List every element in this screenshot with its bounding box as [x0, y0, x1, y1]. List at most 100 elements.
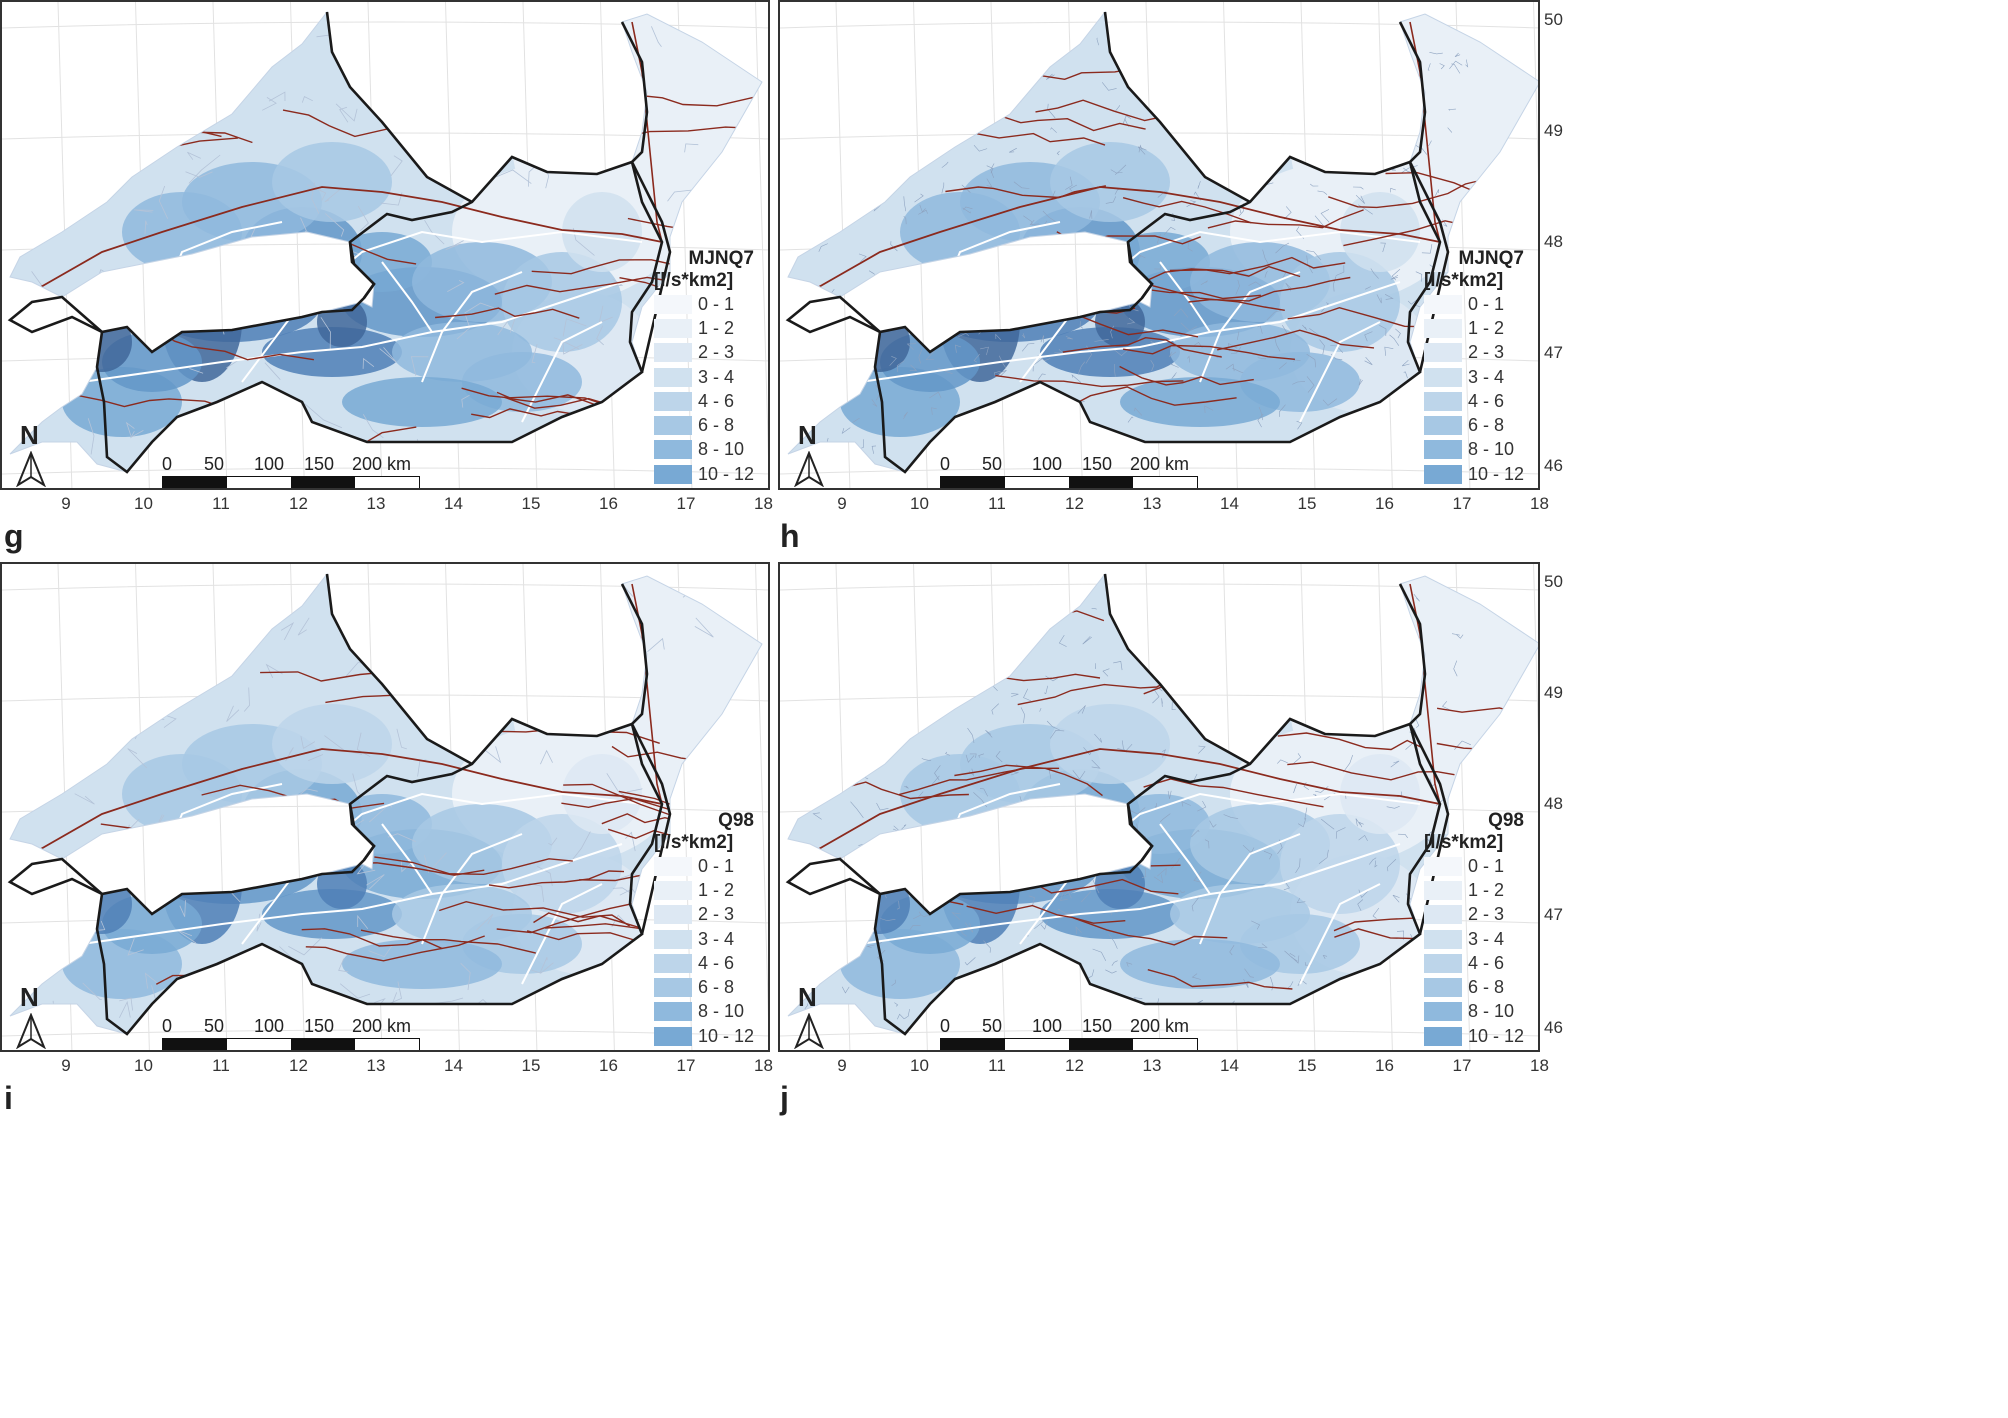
legend-label: 4 - 6: [697, 390, 734, 411]
subcatchment-boundary: [1152, 689, 1160, 704]
subcatchment-boundary: [262, 97, 277, 111]
subcatchment-boundary: [1396, 930, 1405, 940]
subcatchment-boundary: [273, 988, 293, 998]
longitude-tick-label: 14: [444, 1056, 463, 1075]
scale-segment: [163, 1039, 227, 1050]
subcatchment-boundary: [283, 246, 303, 263]
subcatchment-boundary: [606, 773, 625, 796]
latitude-tick-label: 49: [1544, 121, 1563, 140]
subcatchment-boundary: [423, 48, 438, 66]
subcatchment-boundary: [825, 337, 830, 344]
subcatchment-boundary: [624, 395, 641, 433]
runoff-zone: [1040, 327, 1180, 377]
panel-letter-g: g: [4, 518, 24, 554]
subcatchment-boundary: [1171, 372, 1177, 379]
subcatchment-boundary: [1157, 867, 1167, 877]
scale-segment: [291, 1039, 355, 1050]
subcatchment-boundary: [1262, 249, 1270, 267]
subcatchment-boundary: [546, 38, 560, 62]
subcatchment-boundary: [986, 876, 996, 886]
subcatchment-boundary: [914, 193, 924, 203]
subcatchment-boundary: [1197, 800, 1207, 812]
river: [1328, 174, 1502, 209]
subcatchment-boundary: [596, 325, 604, 346]
subcatchment-boundary: [1131, 1002, 1140, 1017]
subcatchment-boundary: [1295, 858, 1301, 874]
subcatchment-boundary: [1411, 639, 1417, 650]
subcatchment-boundary: [476, 913, 494, 931]
longitude-tick-label: 10: [134, 494, 153, 513]
subcatchment-boundary: [862, 364, 870, 368]
subcatchment-boundary: [1399, 126, 1408, 130]
subcatchment-boundary: [611, 914, 629, 927]
subcatchment-boundary: [226, 705, 240, 722]
subcatchment-boundary: [1258, 943, 1268, 948]
subcatchment-boundary: [912, 911, 922, 920]
subcatchment-boundary: [853, 774, 861, 777]
legend-swatch: [1423, 416, 1462, 436]
subcatchment-boundary: [990, 96, 999, 103]
graticule-meridian: [990, 564, 1006, 1050]
subcatchment-boundary: [1383, 96, 1401, 105]
subcatchment-boundary: [188, 154, 221, 184]
runoff-zone: [272, 142, 392, 222]
subcatchment-boundary: [1198, 709, 1208, 718]
subcatchment-boundary: [1022, 333, 1026, 339]
subcatchment-boundary: [356, 863, 376, 875]
subcatchment-boundary: [871, 704, 876, 719]
scale-label: 150: [304, 1016, 335, 1036]
legend-label: 12 - 14: [698, 488, 754, 490]
subcatchment-boundary: [158, 185, 169, 219]
subcatchment-boundary: [562, 318, 587, 337]
subcatchment-boundary: [548, 432, 559, 448]
river: [467, 650, 622, 666]
scale-label: 50: [982, 1016, 1003, 1036]
legend-rows: 0 - 1 1 - 2 2 - 3 3 - 4 4 - 6 6 - 8 8 - 10 10 -…: [1423, 854, 1524, 1050]
subcatchment-boundary: [801, 898, 808, 908]
river: [494, 276, 685, 295]
subcatchment-boundary: [925, 350, 935, 360]
longitude-tick-label: 9: [61, 494, 71, 513]
subcatchment-boundary: [1065, 176, 1073, 190]
subcatchment-boundary: [887, 74, 892, 83]
river: [1207, 209, 1364, 229]
subcatchment-boundary: [1171, 701, 1176, 710]
subcatchment-boundary: [982, 79, 989, 91]
legend-item: 10 - 12: [653, 462, 754, 486]
subcatchment-boundary: [1364, 357, 1373, 366]
subcatchment-boundary: [611, 278, 624, 287]
subcatchment-boundary: [951, 912, 961, 920]
river: [360, 929, 536, 954]
subcatchment-boundary: [918, 349, 923, 364]
longitude-tick-label: 16: [1375, 494, 1394, 513]
subcatchment-boundary: [1348, 56, 1356, 64]
runoff-zone: [1095, 297, 1145, 347]
river: [1147, 969, 1293, 990]
subcatchment-boundary: [570, 574, 597, 587]
runoff-zone: [262, 889, 402, 939]
subcatchment-boundary: [947, 300, 955, 313]
subcatchment-boundary: [1448, 108, 1456, 111]
graticule-meridian: [212, 564, 228, 1050]
subcatchment-boundary: [324, 187, 343, 203]
subcatchment-boundary: [1185, 600, 1197, 610]
legend-item: 0 - 1: [1423, 292, 1524, 316]
subcatchment-boundary: [1204, 839, 1210, 849]
subcatchment-boundary: [262, 46, 269, 66]
legend-unit: [l/s*km2]: [1423, 270, 1504, 291]
legend-unit: [l/s*km2]: [653, 832, 734, 853]
subcatchment-boundary: [1465, 59, 1469, 68]
main-watershed: [81, 281, 623, 383]
subcatchment-boundary: [788, 388, 802, 390]
subcatchment-boundary: [1442, 701, 1451, 711]
subcatchment-boundary: [790, 681, 803, 696]
subcatchment-boundary: [1192, 84, 1204, 93]
legend-label: 3 - 4: [1467, 928, 1504, 949]
subcatchment-boundary: [1137, 146, 1147, 155]
subcatchment-boundary: [911, 297, 918, 303]
subcatchment-boundary: [1270, 976, 1274, 991]
subcatchment-boundary: [1094, 733, 1102, 743]
subcatchment-boundary: [807, 159, 815, 167]
subcatchment-boundary: [159, 12, 175, 25]
subcatchment-boundary: [988, 270, 995, 282]
